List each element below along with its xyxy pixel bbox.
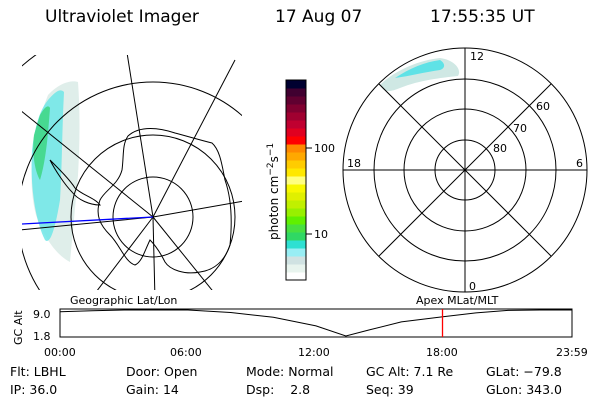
colorbar-swatch bbox=[286, 232, 306, 241]
colorbar-swatch bbox=[286, 200, 306, 209]
colorbar bbox=[286, 80, 306, 281]
status-gc-alt: GC Alt: 7.1 Re bbox=[366, 364, 454, 379]
colorbar-swatch bbox=[286, 248, 306, 257]
colorbar-swatch bbox=[286, 88, 306, 97]
mlt-label-6: 6 bbox=[576, 157, 583, 170]
geographic-map bbox=[22, 55, 242, 290]
mlt-map-label: Apex MLat/MLT bbox=[416, 294, 499, 307]
x-tick-label: 12:00 bbox=[298, 346, 330, 359]
colorbar-swatch bbox=[286, 144, 306, 153]
colorbar-swatch bbox=[286, 160, 306, 169]
colorbar-swatch bbox=[286, 272, 306, 281]
y-tick-label: 9.0 bbox=[33, 308, 51, 321]
y-axis-label: GC Alt bbox=[12, 310, 25, 345]
peninsula bbox=[49, 159, 101, 206]
x-tick-label: 00:00 bbox=[44, 346, 76, 359]
lat-label-70: 70 bbox=[513, 122, 527, 135]
colorbar-tick-label: 10 bbox=[314, 228, 328, 241]
colorbar-swatch bbox=[286, 176, 306, 185]
satellite-track bbox=[22, 216, 154, 225]
mlt-map: 12 0 18 6 60 70 80 bbox=[342, 47, 588, 293]
colorbar-swatch bbox=[286, 168, 306, 177]
colorbar-frame bbox=[285, 79, 307, 281]
colorbar-swatch bbox=[286, 128, 306, 137]
aurora-patch-core bbox=[395, 60, 445, 78]
y-tick-label: 1.8 bbox=[33, 330, 51, 343]
instrument-title: Ultraviolet Imager bbox=[45, 7, 199, 27]
status-dsp: Dsp: 2.8 bbox=[246, 382, 311, 397]
colorbar-swatch bbox=[286, 112, 306, 121]
status-door: Door: Open bbox=[126, 364, 198, 379]
colorbar-swatch bbox=[286, 152, 306, 161]
colorbar-tick-label: 100 bbox=[314, 142, 335, 155]
x-tick-label: 06:00 bbox=[170, 346, 202, 359]
status-mode: Mode: Normal bbox=[246, 364, 334, 379]
colorbar-swatch bbox=[286, 96, 306, 105]
time-label: 17:55:35 UT bbox=[430, 7, 535, 27]
mlt-label-18: 18 bbox=[347, 157, 361, 170]
colorbar-swatch bbox=[286, 216, 306, 225]
altitude-plot-frame bbox=[59, 308, 573, 338]
status-ip: IP: 36.0 bbox=[10, 382, 58, 397]
date-label: 17 Aug 07 bbox=[275, 7, 363, 27]
mlt-label-0: 0 bbox=[469, 280, 476, 293]
colorbar-swatch bbox=[286, 256, 306, 265]
lat-label-80: 80 bbox=[493, 142, 507, 155]
colorbar-swatch bbox=[286, 208, 306, 217]
mlt-label-12: 12 bbox=[470, 50, 484, 63]
colorbar-swatch bbox=[286, 184, 306, 193]
colorbar-label: photon cm−2s−1 bbox=[266, 143, 281, 240]
colorbar-swatch bbox=[286, 240, 306, 249]
colorbar-swatch bbox=[286, 80, 306, 89]
aurora-core bbox=[33, 106, 50, 180]
coastline bbox=[97, 128, 232, 274]
colorbar-swatch bbox=[286, 224, 306, 233]
aurora-patch bbox=[380, 58, 460, 92]
colorbar-swatch bbox=[286, 192, 306, 201]
status-gain: Gain: 14 bbox=[126, 382, 179, 397]
x-tick-label: 18:00 bbox=[426, 346, 458, 359]
colorbar-swatch bbox=[286, 264, 306, 273]
status-glon: GLon: 343.0 bbox=[486, 382, 562, 397]
x-tick-label: 23:59 bbox=[556, 346, 588, 359]
colorbar-swatch bbox=[286, 136, 306, 145]
colorbar-swatch bbox=[286, 120, 306, 129]
status-filter: Flt: LBHL bbox=[10, 364, 66, 379]
altitude-line bbox=[59, 309, 572, 337]
status-seq: Seq: 39 bbox=[366, 382, 414, 397]
colorbar-swatch bbox=[286, 104, 306, 113]
lat-label-60: 60 bbox=[536, 100, 550, 113]
geo-map-label: Geographic Lat/Lon bbox=[70, 294, 177, 307]
status-glat: GLat: −79.8 bbox=[486, 364, 562, 379]
